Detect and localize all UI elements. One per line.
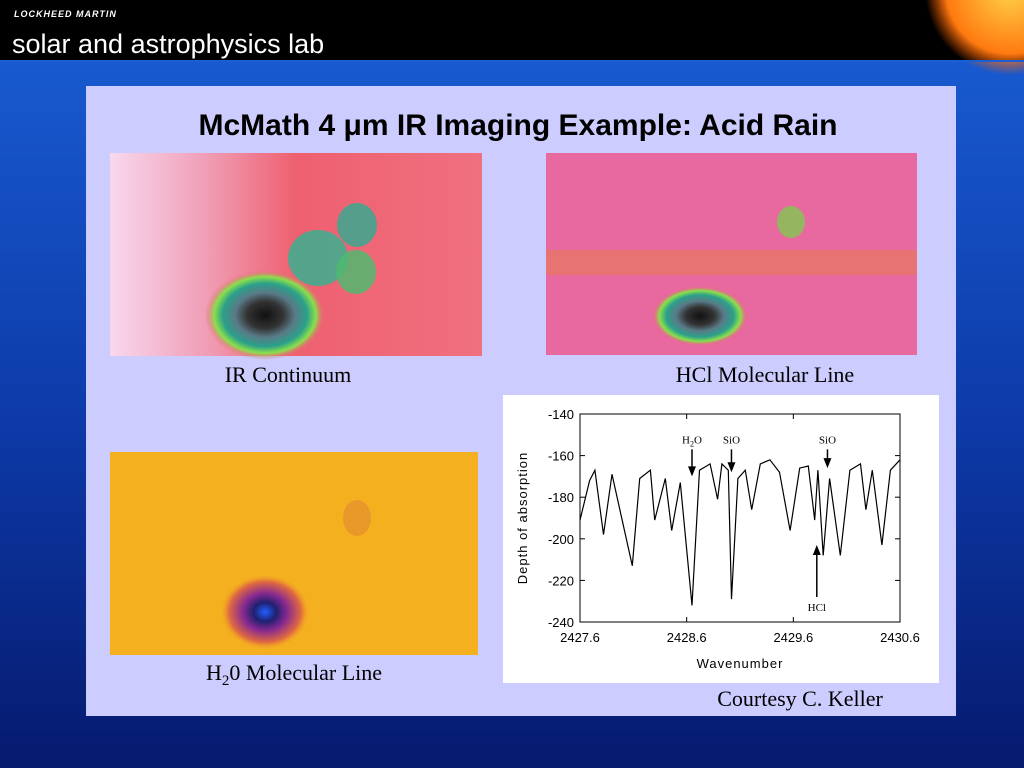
caption-part: H	[206, 660, 222, 685]
y-tick-label: -140	[548, 407, 574, 422]
caption: IR Continuum	[225, 362, 352, 387]
sun-image	[925, 0, 1024, 75]
annotation-label-part: O	[694, 434, 702, 446]
annotation-label: SiO	[819, 434, 836, 446]
annotation-label: SiO	[723, 434, 740, 446]
lab-name: solar and astrophysics lab	[12, 29, 324, 59]
y-axis-label: Depth of absorption	[515, 452, 530, 584]
slide-title: McMath 4 μm IR Imaging Example: Acid Rai…	[198, 109, 837, 142]
caption: H20 Molecular Line	[206, 660, 382, 689]
x-tick-label: 2430.6	[880, 630, 920, 645]
x-tick-label: 2429.6	[773, 630, 813, 645]
caption: Courtesy C. Keller	[717, 686, 883, 711]
caption-part: 0 Molecular Line	[229, 660, 382, 685]
spectrum-chart	[503, 395, 939, 683]
annotation-arrowhead	[812, 545, 821, 556]
ir-continuum-image	[110, 153, 482, 360]
spectrum-line	[579, 459, 901, 606]
annotation-arrowhead	[823, 458, 832, 469]
company-logo: LOCKHEED MARTIN	[14, 9, 117, 19]
caption-part: 2	[222, 673, 230, 689]
annotation-arrowhead	[688, 466, 696, 477]
annotation-arrowhead	[727, 462, 736, 473]
x-tick-label: 2428.6	[667, 630, 707, 645]
header-band	[0, 0, 1024, 60]
y-tick-label: -220	[548, 573, 574, 588]
y-tick-label: -200	[548, 532, 574, 547]
x-axis-label: Wavenumber	[697, 656, 784, 671]
hcl-image	[546, 153, 917, 355]
annotation-label-part: 2	[690, 439, 694, 448]
x-tick-label: 2427.6	[560, 630, 600, 645]
h2o-image	[110, 452, 478, 655]
y-tick-label: -160	[548, 449, 574, 464]
y-tick-label: -180	[548, 490, 574, 505]
annotation-label: HCl	[808, 602, 826, 614]
annotation-label-part: H	[682, 434, 690, 446]
caption: HCl Molecular Line	[676, 362, 854, 387]
annotation-label: H2O	[682, 434, 702, 448]
y-tick-label: -240	[548, 615, 574, 630]
